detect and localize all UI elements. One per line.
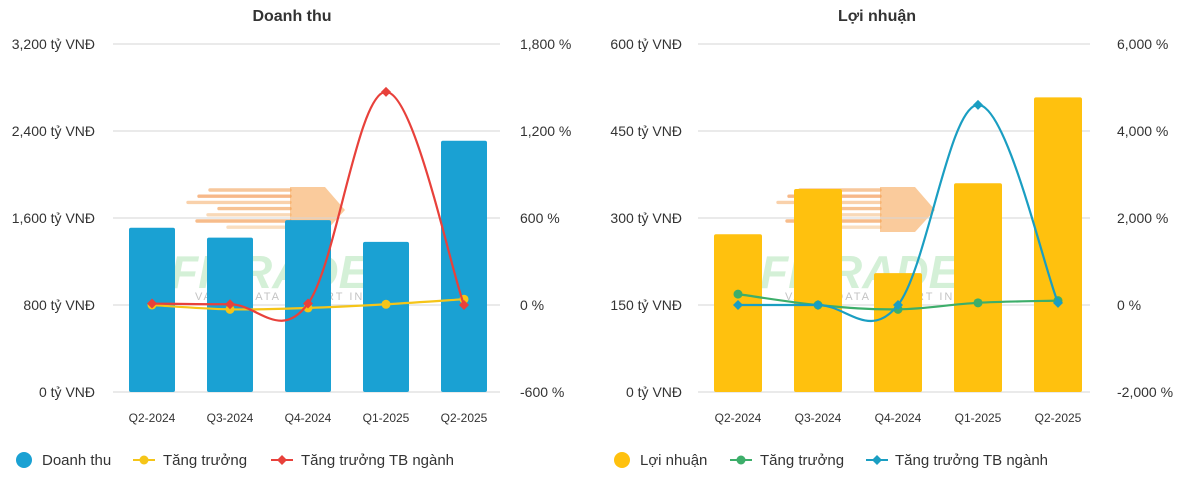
- chart-title: Doanh thu: [252, 8, 331, 25]
- x-tick-label: Q1-2025: [955, 411, 1002, 425]
- x-tick-label: Q1-2025: [363, 411, 410, 425]
- bar[interactable]: [441, 140, 487, 392]
- y-tick-label-left: 0 tỷ VNĐ: [626, 384, 682, 400]
- bar[interactable]: [874, 273, 922, 392]
- y-tick-label-right: 1,200 %: [520, 123, 571, 139]
- y-tick-label-right: 2,000 %: [1117, 210, 1168, 226]
- x-tick-label: Q2-2024: [715, 411, 762, 425]
- x-tick-label: Q2-2024: [129, 411, 176, 425]
- series-point[interactable]: [733, 289, 743, 299]
- series-point[interactable]: [225, 299, 235, 310]
- y-tick-label-right: 1,800 %: [520, 36, 571, 52]
- y-tick-label-left: 450 tỷ VNĐ: [610, 123, 682, 139]
- bar[interactable]: [363, 241, 409, 392]
- watermark-brand: FITRADE: [760, 246, 961, 298]
- series-point[interactable]: [813, 300, 823, 310]
- x-tick-label: Q2-2025: [441, 411, 488, 425]
- y-tick-label-left: 1,600 tỷ VNĐ: [12, 210, 95, 226]
- legend-marker-diamond: [872, 455, 882, 465]
- chart-loi-nhuan: Lợi nhuận FITRADEVALUE DATA · SMART INVE…: [610, 8, 1173, 469]
- legend-item-label: Doanh thu: [42, 452, 111, 469]
- y-tick-label-left: 3,200 tỷ VNĐ: [12, 36, 95, 52]
- series-point[interactable]: [733, 300, 743, 310]
- y-tick-label-left: 600 tỷ VNĐ: [610, 36, 682, 52]
- x-tick-label: Q3-2024: [795, 411, 842, 425]
- bar[interactable]: [207, 237, 253, 392]
- series-point[interactable]: [1053, 297, 1063, 308]
- y-tick-label-left: 800 tỷ VNĐ: [23, 297, 95, 313]
- series-point[interactable]: [973, 99, 983, 110]
- series-point[interactable]: [893, 300, 903, 310]
- legend-item-label: Tăng trưởng TB ngành: [895, 452, 1048, 469]
- legend-marker-dot: [736, 455, 746, 465]
- legend-marker-diamond: [277, 455, 287, 465]
- legend-item-label: Tăng trưởng TB ngành: [301, 452, 454, 469]
- series-point[interactable]: [973, 298, 983, 308]
- y-tick-label-left: 150 tỷ VNĐ: [610, 297, 682, 313]
- y-tick-label-right: 0 %: [1117, 297, 1141, 313]
- legend-marker-bar: [16, 452, 32, 468]
- bar[interactable]: [129, 227, 175, 392]
- bar[interactable]: [954, 183, 1002, 392]
- watermark-brand: FITRADE: [170, 246, 371, 298]
- y-tick-label-left: 0 tỷ VNĐ: [39, 384, 95, 400]
- series-point[interactable]: [381, 299, 391, 309]
- legend-item-label: Tăng trưởng: [163, 452, 247, 469]
- chart-title: Lợi nhuận: [838, 8, 916, 25]
- y-tick-label-right: 4,000 %: [1117, 123, 1168, 139]
- y-tick-label-right: -600 %: [520, 384, 564, 400]
- legend-marker-dot: [139, 455, 149, 465]
- y-tick-label-right: 600 %: [520, 210, 560, 226]
- x-tick-label: Q2-2025: [1035, 411, 1082, 425]
- series-point[interactable]: [381, 86, 391, 97]
- series-point[interactable]: [459, 300, 469, 310]
- legend-marker-bar: [614, 452, 630, 468]
- x-tick-label: Q4-2024: [285, 411, 332, 425]
- chart-legend: Doanh thu Tăng trưởng Tăng trưởng TB ngà…: [16, 452, 454, 469]
- bar[interactable]: [1034, 97, 1082, 393]
- chart-doanh-thu: Doanh thu FITRADEVALUE DATA · SMART INVE…: [12, 8, 572, 469]
- y-tick-label-right: 0 %: [520, 297, 544, 313]
- bar[interactable]: [794, 189, 842, 392]
- y-tick-label-left: 300 tỷ VNĐ: [610, 210, 682, 226]
- y-tick-label-right: 6,000 %: [1117, 36, 1168, 52]
- y-tick-label-right: -2,000 %: [1117, 384, 1173, 400]
- series-point[interactable]: [225, 304, 235, 314]
- x-tick-label: Q3-2024: [207, 411, 254, 425]
- bar[interactable]: [714, 234, 762, 392]
- legend-item-label: Tăng trưởng: [760, 452, 844, 469]
- series-point[interactable]: [303, 298, 313, 309]
- legend-item-label: Lợi nhuận: [640, 452, 707, 469]
- y-tick-label-left: 2,400 tỷ VNĐ: [12, 123, 95, 139]
- x-tick-label: Q4-2024: [875, 411, 922, 425]
- chart-legend: Lợi nhuận Tăng trưởng Tăng trưởng TB ngà…: [614, 452, 1048, 469]
- series-point[interactable]: [147, 298, 157, 309]
